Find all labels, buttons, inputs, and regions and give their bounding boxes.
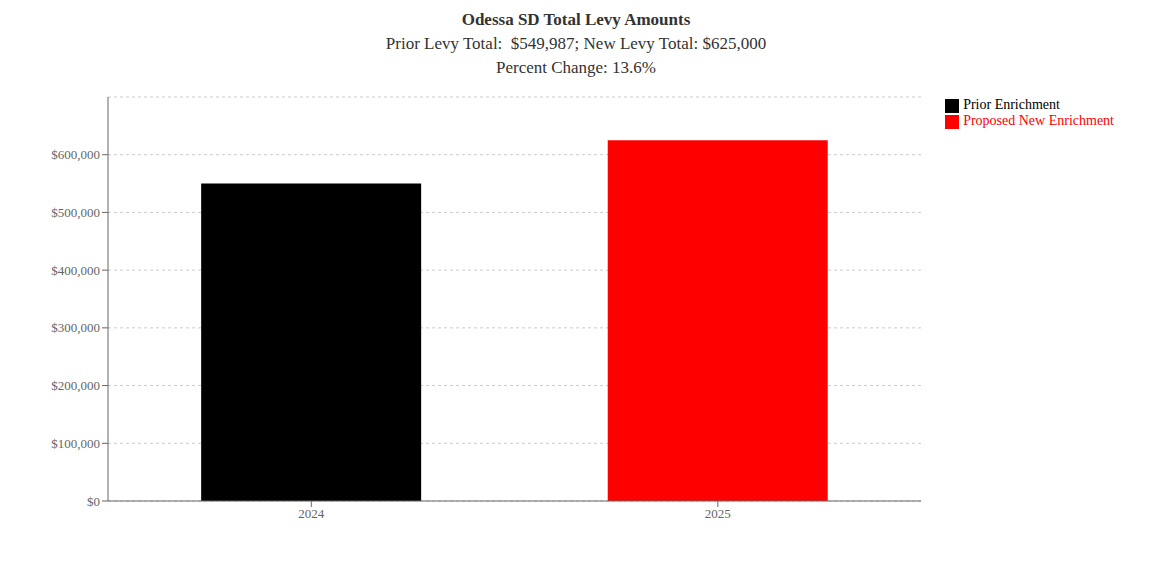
- html-text:Prior Enrichment: Prior Enrichment: [963, 97, 1060, 113]
- html-text:Proposed New Enrichment: Proposed New Enrichment: [963, 113, 1114, 129]
- svg-text:$500,000: $500,000: [51, 205, 100, 220]
- html-text:Odessa SD Total Levy Amounts: Odessa SD Total Levy Amounts: [461, 10, 691, 29]
- svg-text:$600,000: $600,000: [51, 148, 100, 163]
- svg-text:$400,000: $400,000: [51, 263, 100, 278]
- svg-text:$100,000: $100,000: [51, 436, 100, 451]
- svg-text:$0: $0: [87, 494, 100, 509]
- html-text:Prior Levy Total: $549,987; Ne: Prior Levy Total: $549,987; New Levy Tot…: [385, 33, 767, 53]
- svg-text:$300,000: $300,000: [51, 321, 100, 336]
- html-text:Percent Change: 13.6%: Percent Change: 13.6%: [496, 57, 656, 77]
- svg-text:2024: 2024: [298, 507, 325, 522]
- svg-text:2025: 2025: [705, 507, 731, 522]
- svg-text:$200,000: $200,000: [51, 379, 100, 394]
